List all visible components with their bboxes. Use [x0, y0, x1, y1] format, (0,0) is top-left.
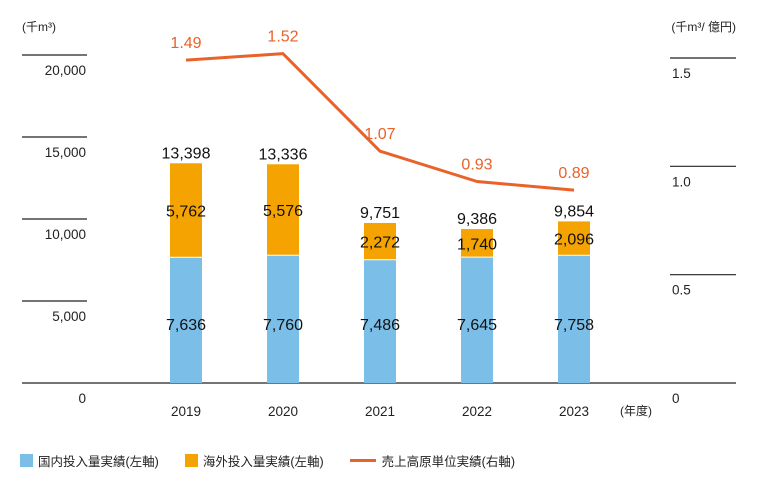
data-label-total: 9,751 [360, 205, 400, 222]
bar-overseas [170, 163, 202, 257]
right-tick-label: 0 [672, 391, 680, 406]
labels: 7,636 5,762 13,398 7,760 5,576 13,336 7,486 2,2… [162, 29, 595, 334]
legend-item-intensity: 売上高原単位実績(右軸) [349, 451, 515, 470]
x-tick-label: 2022 [462, 404, 492, 419]
bar-domestic [364, 260, 396, 383]
left-tick-label: 5,000 [52, 309, 86, 324]
data-label-total: 13,336 [259, 146, 308, 163]
data-label-overseas: 2,272 [360, 235, 400, 252]
legend-swatch-intensity [349, 458, 376, 462]
bar-overseas [461, 229, 493, 257]
left-axis-unit: (千m³) [22, 20, 56, 34]
bar-overseas [558, 221, 590, 255]
bars [170, 163, 590, 383]
data-label-total: 9,386 [457, 211, 497, 228]
legend-label-intensity: 売上高原単位実績(右軸) [381, 454, 515, 469]
data-label-overseas: 5,762 [166, 204, 206, 221]
data-label-overseas: 5,576 [263, 203, 303, 220]
bar-domestic [170, 257, 202, 383]
bar-domestic [558, 255, 590, 383]
legend: 国内投入量実績(左軸) 海外投入量実績(左軸) 売上高原単位実績(右軸) [20, 448, 541, 472]
data-label-intensity: 0.93 [461, 157, 492, 174]
left-tick-label: 10,000 [45, 227, 86, 242]
x-tick-label: 2023 [559, 404, 589, 419]
data-label-domestic: 7,636 [166, 317, 206, 334]
right-tick-label: 1.0 [672, 174, 691, 189]
legend-item-domestic: 国内投入量実績(左軸) [20, 451, 159, 470]
x-tick-label: 2021 [365, 404, 395, 419]
bar-overseas [267, 164, 299, 255]
legend-item-overseas: 海外投入量実績(左軸) [184, 451, 324, 470]
legend-label-overseas: 海外投入量実績(左軸) [202, 454, 324, 469]
line-intensity [185, 52, 575, 192]
data-label-overseas: 1,740 [457, 236, 497, 253]
data-label-domestic: 7,645 [457, 317, 497, 334]
right-tick-label: 1.5 [672, 66, 691, 81]
data-label-intensity: 1.07 [364, 126, 395, 143]
data-label-intensity: 1.52 [267, 29, 298, 46]
data-label-intensity: 0.89 [558, 165, 589, 182]
right-axis-unit: (千m³/ 億円) [671, 20, 736, 34]
left-tick-label: 15,000 [45, 145, 86, 160]
legend-swatch-overseas [184, 453, 198, 467]
data-label-total: 13,398 [162, 145, 211, 162]
left-tick-label: 0 [78, 391, 86, 406]
bar-domestic [461, 257, 493, 383]
data-label-domestic: 7,760 [263, 317, 303, 334]
left-tick-label: 20,000 [45, 63, 86, 78]
data-label-domestic: 7,486 [360, 317, 400, 334]
right-tick-label: 0.5 [672, 283, 691, 298]
x-tick-label: 2020 [268, 404, 298, 419]
data-label-domestic: 7,758 [554, 317, 594, 334]
line-series [185, 52, 575, 192]
axes: 0 5,000 10,000 15,000 20,000 (千m³) 0 0.5 1.0 1.5 (… [22, 20, 736, 419]
x-tick-label: 2019 [171, 404, 201, 419]
legend-swatch-domestic [20, 453, 33, 467]
x-axis-unit: (年度) [620, 403, 652, 418]
bar-domestic [267, 255, 299, 383]
data-label-total: 9,854 [554, 203, 594, 220]
data-label-intensity: 1.49 [170, 35, 201, 52]
bar-overseas [364, 222, 396, 260]
data-label-overseas: 2,096 [554, 232, 594, 249]
legend-label-domestic: 国内投入量実績(左軸) [38, 454, 159, 469]
